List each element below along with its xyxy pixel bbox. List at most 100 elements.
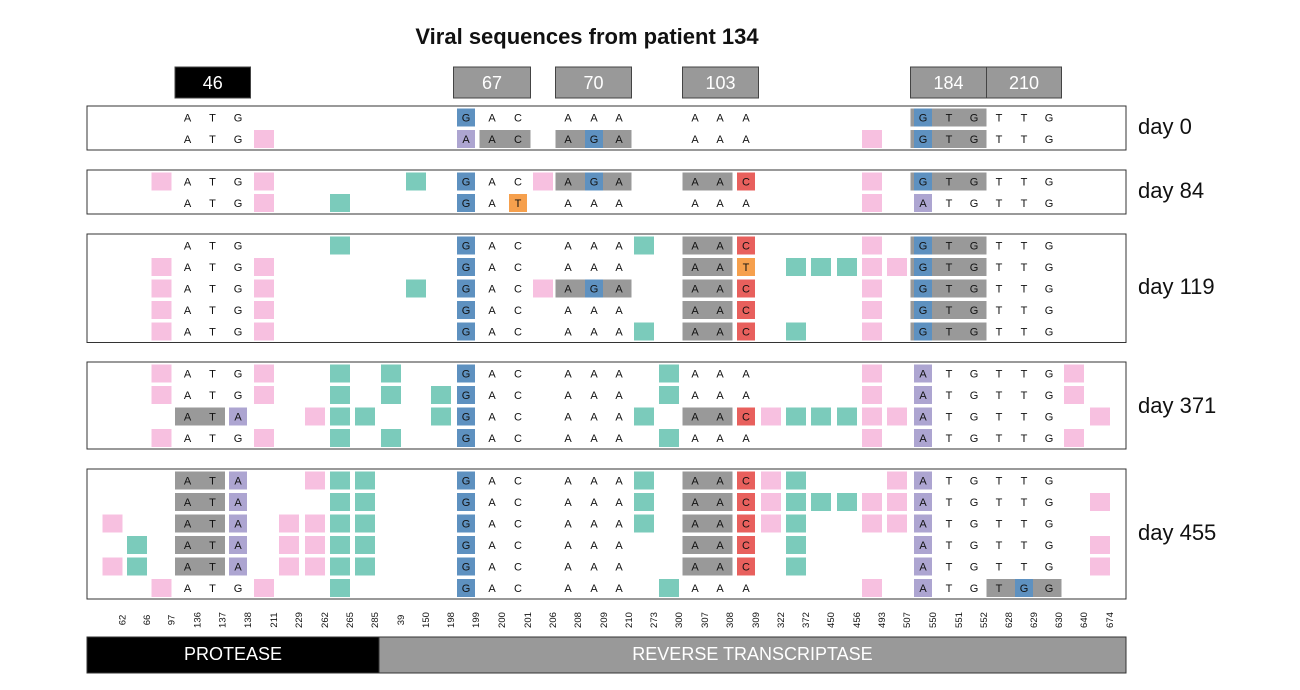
nucleotide: G (1045, 519, 1054, 531)
nucleotide: A (691, 433, 699, 445)
nucleotide: G (970, 433, 979, 445)
nucleotide: A (564, 540, 572, 552)
mutation-cell-pink (254, 579, 274, 597)
mutation-cell-teal (330, 236, 350, 255)
mutation-cell-teal (355, 407, 375, 426)
nucleotide: A (590, 198, 598, 210)
mutation-cell-pink (151, 364, 172, 383)
nucleotide: G (462, 198, 471, 210)
nucleotide: A (564, 562, 572, 574)
mutation-band (175, 557, 225, 576)
nucleotide: T (946, 262, 953, 274)
nucleotide: A (742, 369, 750, 381)
nucleotide: A (184, 198, 192, 210)
mutation-cell-red (737, 514, 755, 533)
nucleotide: A (615, 412, 623, 424)
nucleotide: A (488, 476, 496, 488)
mutation-cell-teal (786, 407, 806, 426)
mutation-cell-purple (914, 194, 932, 212)
mutation-cell-blue (585, 279, 603, 298)
nucleotide: G (462, 327, 471, 339)
nucleotide: A (184, 284, 192, 296)
nucleotide: A (564, 134, 572, 146)
nucleotide: G (1045, 113, 1054, 125)
mutation-band (682, 471, 733, 490)
nucleotide: A (488, 540, 496, 552)
mutation-cell-pink (305, 557, 325, 576)
mutation-cell-teal (406, 279, 426, 298)
mutation-cell-teal (811, 493, 831, 511)
mutation-cell-teal (634, 514, 654, 533)
position-label: 285 (370, 612, 381, 628)
nucleotide: T (996, 583, 1003, 595)
nucleotide: A (716, 562, 724, 574)
nucleotide: A (184, 327, 192, 339)
mutation-cell-purple (914, 471, 932, 490)
mutation-cell-blue (457, 279, 475, 298)
nucleotide: A (590, 562, 598, 574)
nucleotide: G (1045, 241, 1054, 253)
mutation-cell-blue (457, 407, 475, 426)
nucleotide: A (234, 412, 242, 424)
nucleotide: A (590, 433, 598, 445)
nucleotide: G (590, 134, 599, 146)
nucleotide: A (615, 476, 623, 488)
nucleotide: A (590, 497, 598, 509)
nucleotide: A (716, 177, 724, 189)
mutation-band (682, 557, 733, 576)
position-label: 507 (902, 612, 913, 628)
nucleotide: A (919, 412, 927, 424)
nucleotide: T (209, 177, 216, 189)
nucleotide: G (1045, 198, 1054, 210)
nucleotide: A (184, 476, 192, 488)
nucleotide: C (742, 241, 750, 253)
nucleotide: T (1021, 262, 1028, 274)
position-label: 552 (979, 612, 990, 628)
nucleotide: T (996, 262, 1003, 274)
nucleotide: T (946, 369, 953, 381)
nucleotide: A (742, 198, 750, 210)
nucleotide: G (970, 262, 979, 274)
nucleotide: T (996, 412, 1003, 424)
nucleotide: G (1020, 583, 1029, 595)
nucleotide: T (209, 412, 216, 424)
position-label: 493 (877, 612, 888, 628)
nucleotide: G (1045, 562, 1054, 574)
nucleotide: G (919, 177, 928, 189)
mutation-cell-blue (914, 108, 932, 127)
codon-header-label: 210 (1009, 73, 1039, 93)
region-protease: PROTEASE (86, 636, 380, 674)
mutation-cell-purple (914, 514, 932, 533)
mutation-cell-teal (786, 322, 806, 341)
position-label: 208 (573, 612, 584, 628)
nucleotide: A (564, 390, 572, 402)
mutation-cell-purple (229, 514, 247, 533)
position-label: 198 (446, 612, 457, 628)
nucleotide: A (716, 305, 724, 317)
mutation-cell-blue (457, 536, 475, 554)
nucleotide: G (919, 134, 928, 146)
nucleotide: A (691, 284, 699, 296)
mutation-cell-teal (634, 236, 654, 255)
nucleotide: T (209, 134, 216, 146)
nucleotide: T (209, 497, 216, 509)
nucleotide: G (462, 113, 471, 125)
position-label: 372 (801, 612, 812, 628)
nucleotide: A (488, 327, 496, 339)
nucleotide: T (996, 241, 1003, 253)
nucleotide: T (996, 177, 1003, 189)
mutation-cell-blue (457, 579, 475, 597)
nucleotide: T (209, 476, 216, 488)
nucleotide: A (615, 113, 623, 125)
mutation-cell-pink (761, 514, 781, 533)
nucleotide: T (1021, 519, 1028, 531)
mutation-cell-pink (1064, 429, 1084, 447)
mutation-cell-teal (431, 407, 451, 426)
position-label: 640 (1079, 612, 1090, 628)
nucleotide: A (615, 177, 623, 189)
